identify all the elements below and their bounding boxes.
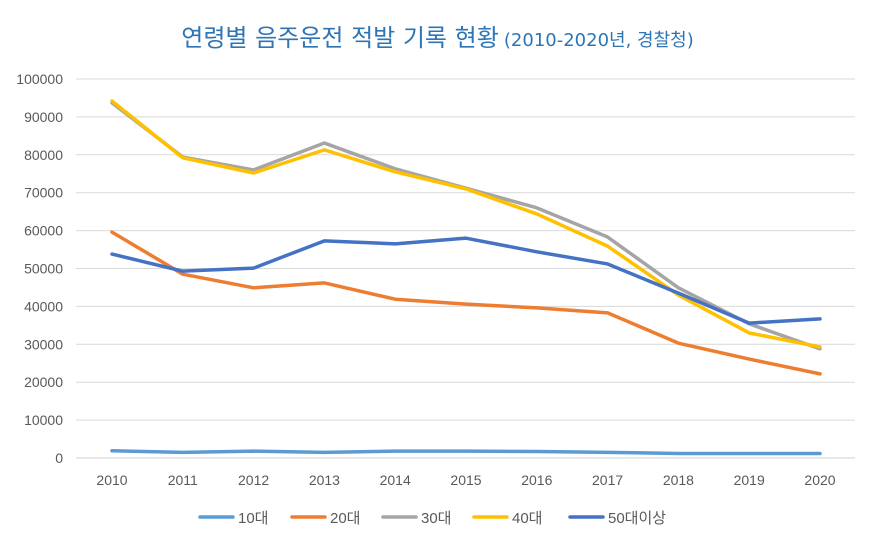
y-tick-label: 50000: [24, 261, 63, 277]
x-tick-label: 2016: [521, 472, 552, 488]
series-line-3: [110, 99, 822, 349]
y-tick-label: 100000: [16, 71, 63, 87]
x-tick-label: 2019: [734, 472, 765, 488]
series-line-1: [110, 230, 822, 376]
legend-label: 10대: [238, 510, 269, 527]
y-tick-label: 20000: [24, 374, 63, 390]
legend-label: 20대: [330, 510, 361, 527]
series-line-4: [110, 236, 822, 325]
x-tick-label: 2011: [168, 472, 198, 488]
chart-title: 연령별 음주운전 적발 기록 현황 (2010-2020년, 경찰청): [0, 18, 875, 53]
series-line-2: [110, 101, 822, 351]
series-line-0: [110, 449, 822, 456]
legend-label: 30대: [421, 510, 452, 527]
chart-subtitle: (2010-2020년, 경찰청): [503, 30, 694, 51]
y-tick-label: 40000: [24, 298, 63, 314]
y-tick-label: 60000: [24, 223, 63, 239]
y-tick-label: 0: [55, 450, 63, 466]
x-tick-label: 2014: [380, 472, 411, 488]
x-tick-label: 2020: [804, 472, 835, 488]
x-tick-label: 2018: [663, 472, 694, 488]
y-tick-label: 30000: [24, 336, 63, 352]
y-tick-label: 70000: [24, 185, 63, 201]
x-tick-label: 2010: [96, 472, 127, 488]
legend-label: 40대: [512, 510, 543, 527]
x-tick-label: 2012: [238, 472, 269, 488]
chart-title-main: 연령별 음주운전 적발 기록 현황: [181, 24, 499, 52]
y-tick-label: 80000: [24, 147, 63, 163]
y-tick-label: 10000: [24, 412, 63, 428]
legend-label: 50대이상: [608, 510, 666, 527]
y-tick-label: 90000: [24, 109, 63, 125]
x-tick-label: 2015: [450, 472, 481, 488]
x-tick-label: 2013: [309, 472, 340, 488]
x-tick-label: 2017: [592, 472, 623, 488]
